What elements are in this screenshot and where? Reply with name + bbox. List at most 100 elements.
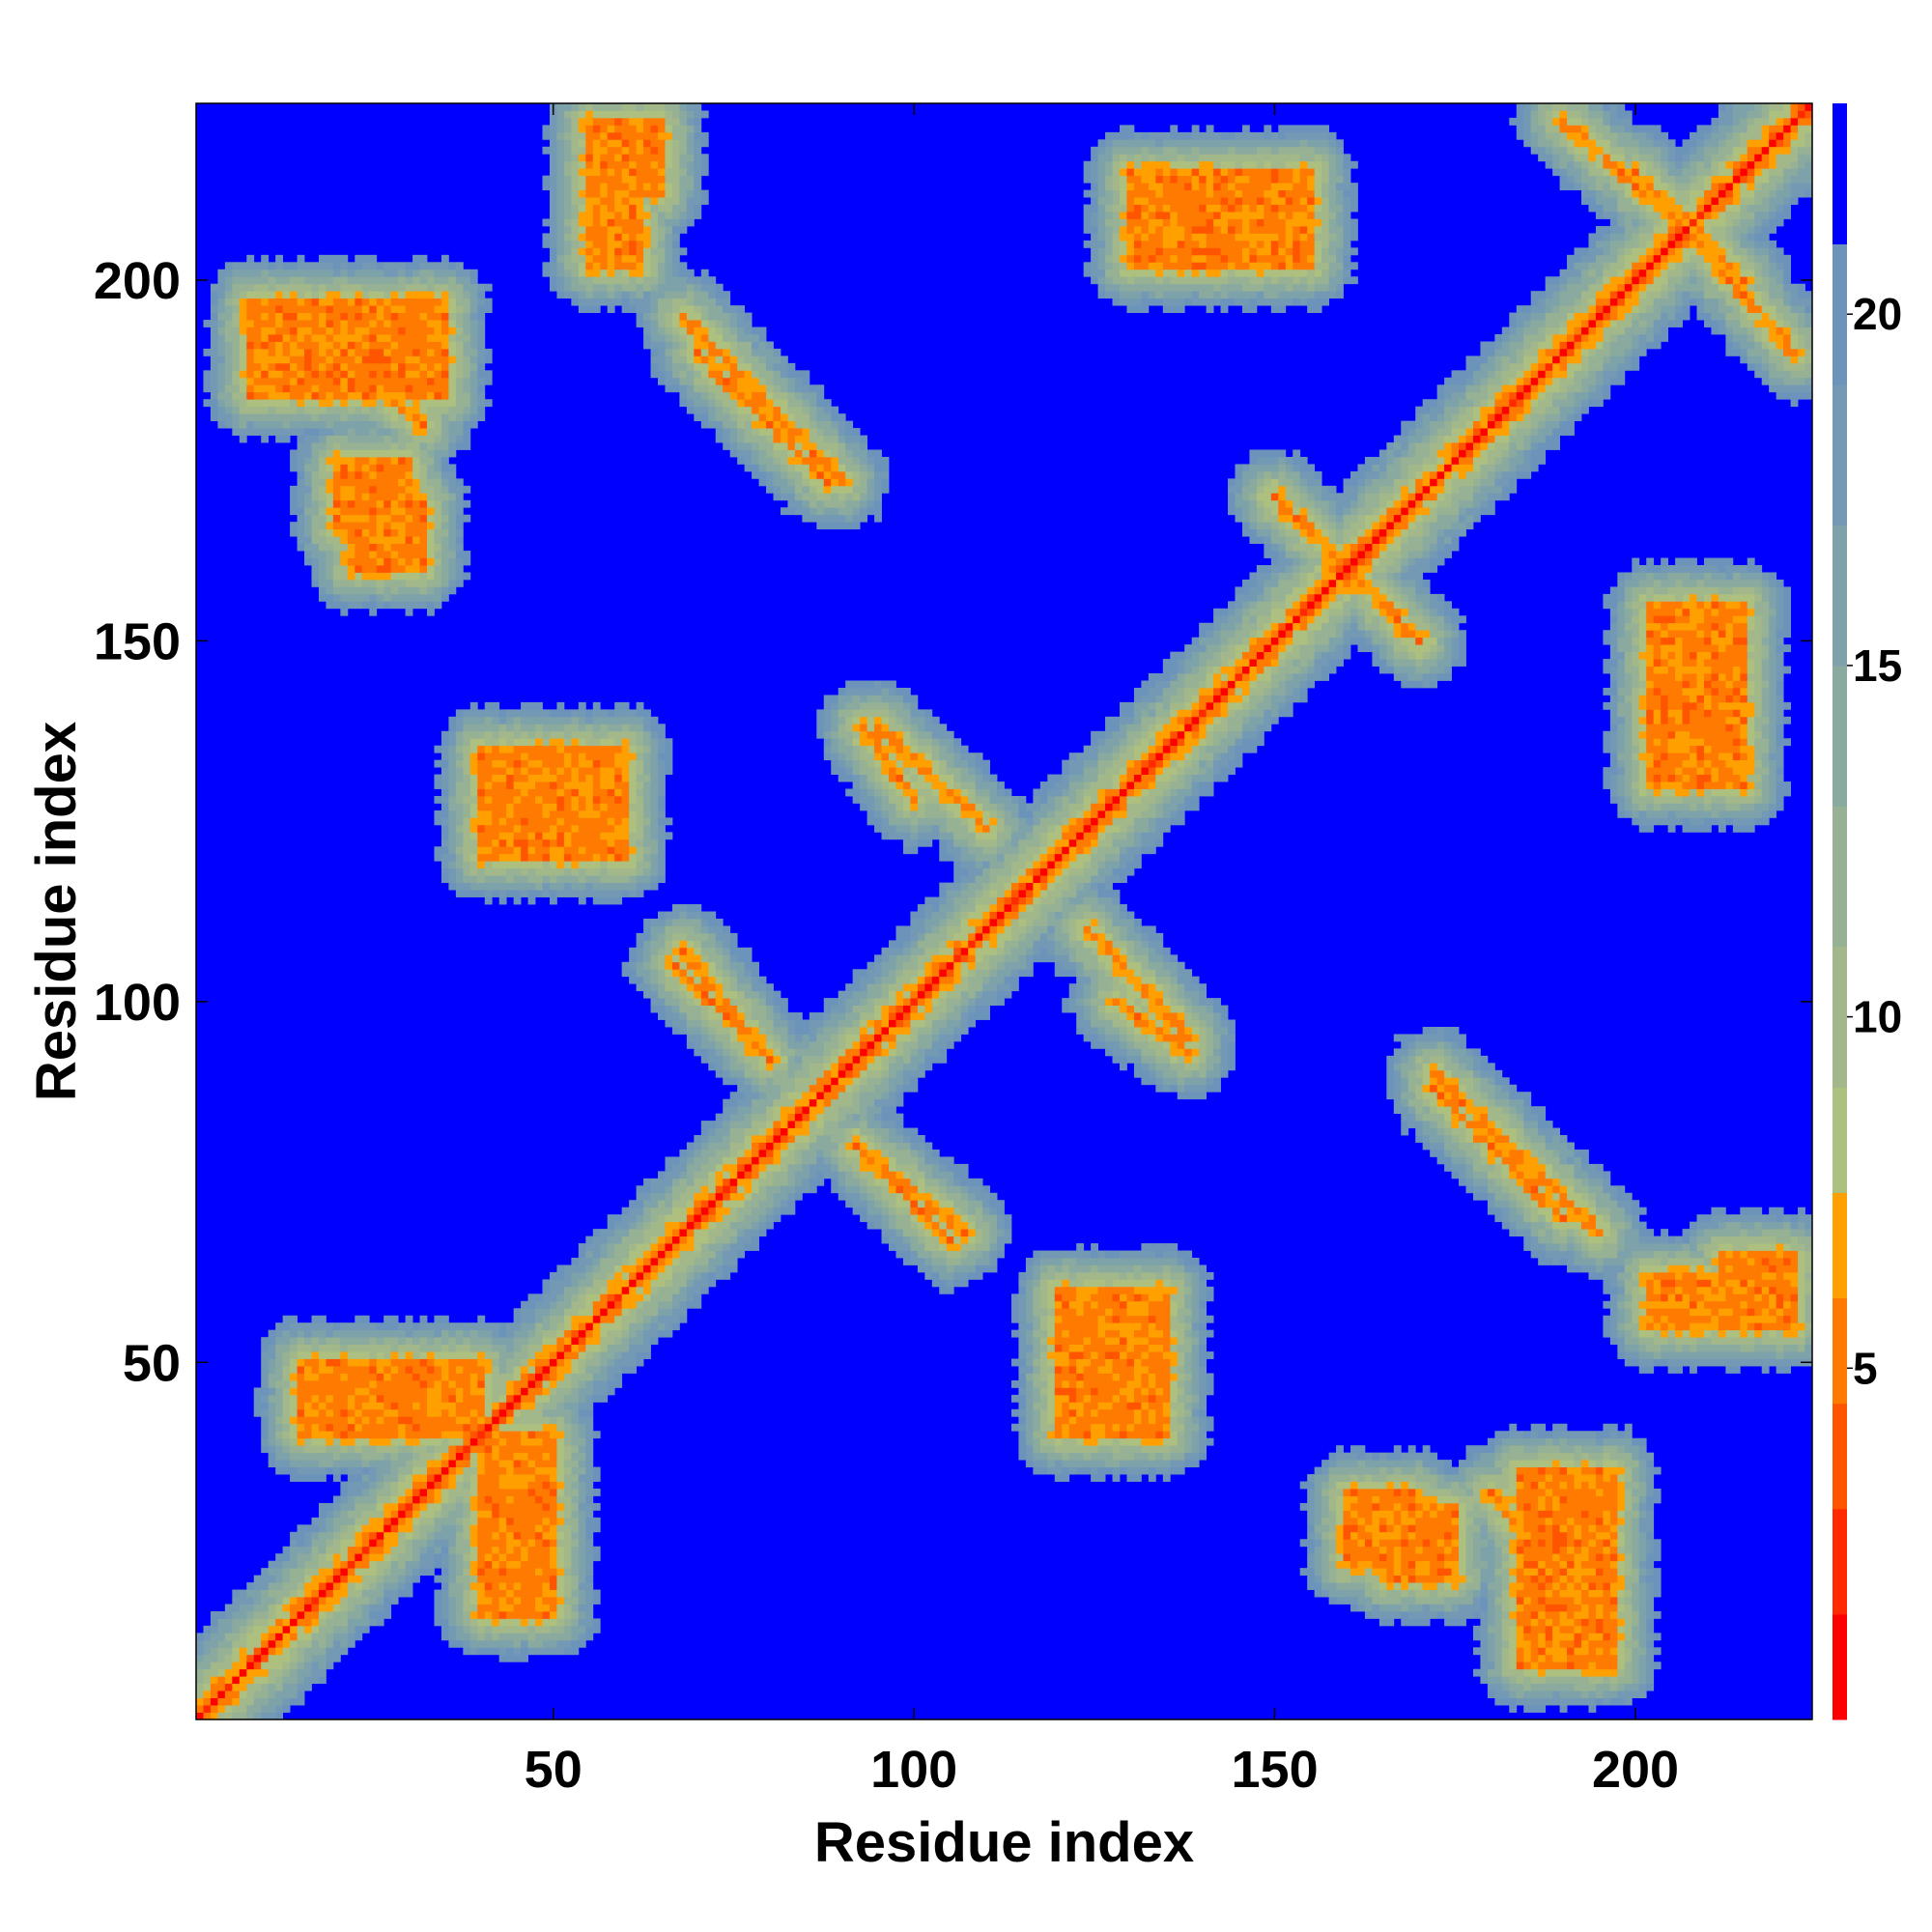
heatmap-cell [390, 1373, 399, 1381]
heatmap-cell [239, 1647, 247, 1656]
heatmap-cell [311, 1329, 320, 1338]
heatmap-cell [203, 399, 212, 408]
heatmap-cell [427, 370, 435, 379]
heatmap-cell [239, 399, 247, 408]
heatmap-cell [297, 464, 305, 472]
heatmap-cell [549, 745, 557, 753]
heatmap-cell [614, 1258, 623, 1265]
heatmap-cell [332, 1460, 341, 1467]
heatmap-cell [629, 817, 637, 826]
heatmap-cell [463, 1647, 471, 1656]
heatmap-cell [434, 543, 442, 552]
heatmap-cell [217, 312, 226, 321]
heatmap-cell [621, 1329, 630, 1338]
heatmap-cell [440, 1408, 449, 1417]
heatmap-cell [318, 442, 327, 450]
heatmap-cell [275, 1662, 284, 1670]
heatmap-cell [390, 586, 399, 595]
heatmap-cell [621, 716, 630, 724]
heatmap-cell [614, 1337, 623, 1346]
heatmap-cell [629, 730, 637, 739]
heatmap-cell [369, 291, 378, 299]
heatmap-cell [535, 1387, 543, 1396]
heatmap-cell [340, 464, 349, 472]
heatmap-cell [506, 832, 515, 840]
heatmap-cell [268, 305, 276, 313]
heatmap-cell [527, 1408, 536, 1417]
heatmap-cell [563, 867, 572, 876]
heatmap-cell [253, 298, 262, 306]
heatmap-cell [419, 557, 428, 566]
heatmap-cell [498, 1495, 507, 1504]
heatmap-cell [297, 1575, 305, 1583]
heatmap-cell [498, 1351, 507, 1359]
heatmap-cell [571, 1474, 580, 1482]
heatmap-cell [535, 861, 543, 869]
heatmap-cell [398, 464, 406, 472]
heatmap-cell [318, 1610, 327, 1619]
heatmap-cell [304, 536, 312, 544]
heatmap-cell [405, 262, 413, 270]
heatmap-cell [542, 875, 551, 884]
heatmap-cell [527, 1394, 536, 1403]
heatmap-cell [384, 470, 392, 479]
heatmap-cell [549, 1337, 557, 1346]
heatmap-cell [326, 1466, 334, 1475]
heatmap-cell [556, 146, 565, 155]
heatmap-cell [563, 1460, 572, 1467]
heatmap-cell [304, 1676, 312, 1685]
heatmap-cell [434, 1322, 442, 1331]
heatmap-cell [347, 507, 355, 516]
heatmap-cell [621, 168, 630, 177]
heatmap-cell [332, 1604, 341, 1612]
heatmap-cell [492, 1437, 500, 1446]
heatmap-cell [492, 861, 500, 869]
heatmap-cell [621, 1250, 630, 1259]
heatmap-cell [571, 716, 580, 724]
heatmap-cell [585, 738, 594, 747]
heatmap-cell [563, 1408, 572, 1417]
heatmap-cell [440, 1495, 449, 1504]
heatmap-cell [275, 399, 284, 408]
heatmap-cell [318, 428, 327, 436]
heatmap-cell [355, 565, 363, 573]
heatmap-cell [484, 298, 493, 306]
heatmap-cell [210, 291, 218, 299]
heatmap-cell [304, 442, 312, 450]
heatmap-cell [268, 1344, 276, 1352]
heatmap-cell [463, 810, 471, 818]
heatmap-cell [232, 283, 241, 292]
heatmap-cell [600, 853, 609, 862]
heatmap-cell [419, 1495, 428, 1504]
heatmap-cell [369, 499, 378, 508]
heatmap-cell [326, 1647, 334, 1656]
heatmap-cell [455, 846, 464, 855]
heatmap-cell [318, 1539, 327, 1548]
heatmap-cell [527, 1575, 536, 1583]
heatmap-cell [455, 1466, 464, 1475]
heatmap-cell [448, 1437, 457, 1446]
heatmap-cell [217, 1683, 226, 1691]
heatmap-cell [355, 1315, 363, 1323]
heatmap-cell [469, 838, 478, 847]
heatmap-cell [448, 478, 457, 487]
heatmap-cell [455, 745, 464, 753]
heatmap-cell [455, 305, 464, 313]
heatmap-cell [369, 269, 378, 277]
heatmap-cell [556, 1445, 565, 1454]
heatmap-cell [304, 507, 312, 516]
heatmap-cell [297, 1546, 305, 1554]
heatmap-cell [427, 1510, 435, 1519]
heatmap-cell [498, 1408, 507, 1417]
heatmap-cell [412, 449, 420, 458]
heatmap-cell [498, 788, 507, 797]
heatmap-cell [578, 154, 586, 162]
heatmap-cell [556, 788, 565, 797]
heatmap-cell [469, 1568, 478, 1577]
heatmap-cell [463, 1445, 471, 1454]
heatmap-cell [398, 478, 406, 487]
heatmap-cell [318, 557, 327, 566]
heatmap-cell [253, 262, 262, 270]
heatmap-cell [434, 1337, 442, 1346]
heatmap-cell [405, 1539, 413, 1548]
